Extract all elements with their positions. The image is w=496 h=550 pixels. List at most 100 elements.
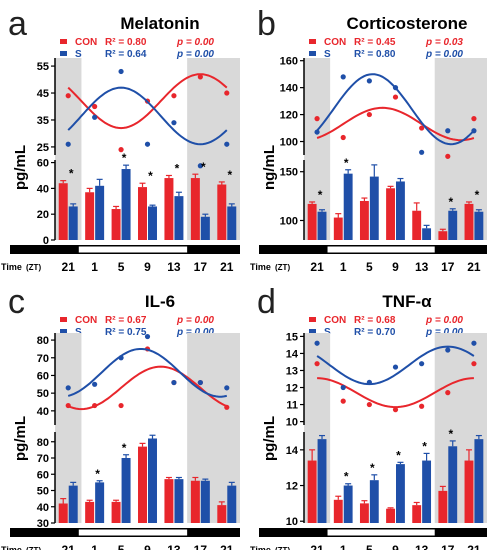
bar-s [396, 464, 405, 523]
y-tick-label: 50 [37, 388, 49, 400]
bar-s [95, 482, 105, 523]
legend-swatch-con [309, 317, 316, 322]
data-point-con [340, 398, 346, 404]
data-point-s [392, 85, 399, 91]
legend-swatch-con [60, 39, 67, 44]
bar-con [359, 503, 369, 523]
y-tick-label: 55 [37, 61, 49, 73]
bar-con [412, 505, 422, 523]
y-tick-label: 140 [280, 83, 298, 95]
bar-con [307, 203, 317, 240]
data-point-con [366, 401, 372, 408]
legend-p: p = 0.00 [425, 49, 463, 60]
bar-s [343, 485, 353, 523]
legend-swatch-s [60, 51, 67, 56]
bar-s [200, 480, 210, 523]
significance-star: * [318, 188, 323, 202]
data-point-s [144, 141, 151, 147]
legend-swatch-s [309, 329, 316, 334]
legend-group: S [324, 327, 331, 338]
y-tick-label: 100 [280, 215, 298, 227]
y-tick-label: 0 [43, 235, 49, 247]
bar-con [386, 188, 395, 240]
data-point-con [92, 103, 98, 110]
y-tick-label: 45 [37, 88, 49, 100]
chart-title: Melatonin [120, 14, 199, 33]
data-point-con [392, 94, 399, 100]
data-point-con [118, 147, 124, 153]
bar-con [85, 501, 95, 523]
x-tick-label: 17 [194, 260, 208, 274]
y-tick-label: 150 [280, 167, 298, 179]
legend-r2: R² = 0.80 [354, 49, 396, 60]
legend-p: p = 0.00 [425, 327, 463, 338]
x-axis-unit: (ZT) [275, 546, 290, 550]
x-tick-label: 13 [415, 260, 429, 274]
legend-r2: R² = 0.80 [105, 37, 147, 48]
data-point-con [171, 93, 177, 99]
bar-con [164, 178, 174, 240]
bar-s [317, 211, 327, 240]
data-point-s [340, 74, 346, 80]
panel-letter: b [257, 5, 276, 43]
bar-s [422, 228, 432, 240]
y-tick-label: 30 [37, 518, 49, 530]
data-point-s [419, 361, 425, 367]
bar-con [464, 203, 474, 240]
panel-c: c IL-6 CON R² = 0.67 p = 0.00 S R² = 0.75 p = 0… [1, 283, 240, 550]
bar-s [474, 211, 484, 240]
x-tick-label: 1 [340, 260, 347, 274]
data-point-con [92, 402, 98, 409]
data-point-con [65, 93, 71, 99]
x-axis-label: Time [1, 545, 22, 550]
chart-title: IL-6 [145, 292, 175, 311]
light-phase-segment [78, 246, 188, 253]
data-point-s [366, 379, 372, 386]
y-tick-label: 50 [37, 486, 49, 498]
legend-group: CON [324, 37, 346, 48]
y-tick-label: 70 [37, 453, 49, 465]
bar-s [121, 458, 131, 523]
y-tick-label: 40 [37, 502, 49, 514]
y-tick-label: 13 [286, 365, 298, 377]
x-tick-label: 13 [167, 543, 181, 550]
x-tick-label: 5 [118, 543, 125, 550]
x-axis-label: Time [250, 545, 271, 550]
data-point-s [224, 385, 230, 391]
data-point-s [65, 385, 71, 391]
x-tick-label: 13 [415, 543, 429, 550]
x-tick-label: 21 [310, 543, 324, 550]
panel-letter: d [257, 283, 276, 321]
bar-con [438, 490, 448, 523]
data-point-con [471, 116, 477, 122]
y-tick-label: 14 [286, 445, 299, 457]
data-point-s [197, 163, 203, 169]
data-point-s [314, 340, 320, 346]
y-tick-label: 12 [286, 481, 298, 493]
legend-r2: R² = 0.67 [105, 315, 147, 326]
x-tick-label: 21 [220, 260, 234, 274]
legend-r2: R² = 0.70 [354, 327, 396, 338]
legend-p: p = 0.00 [176, 37, 214, 48]
light-phase-segment [78, 529, 188, 536]
bar-s [227, 485, 237, 523]
panel-letter: a [8, 5, 27, 43]
significance-star: * [122, 151, 127, 165]
legend-group: S [75, 49, 82, 60]
significance-star: * [69, 167, 74, 181]
x-tick-label: 9 [392, 543, 399, 550]
y-tick-label: 80 [37, 437, 49, 449]
data-point-s [366, 78, 372, 84]
legend-r2: R² = 0.45 [354, 37, 396, 48]
bar-s [422, 460, 432, 523]
cosinor-fit-s [67, 348, 227, 398]
bar-s [474, 439, 484, 523]
significance-star: * [344, 470, 349, 484]
panel-letter: c [8, 283, 25, 321]
bar-con [111, 501, 121, 523]
bar-con [190, 178, 200, 240]
significance-star: * [448, 427, 453, 441]
bar-con [111, 209, 121, 240]
bar-s [174, 479, 184, 523]
data-point-con [314, 361, 320, 367]
